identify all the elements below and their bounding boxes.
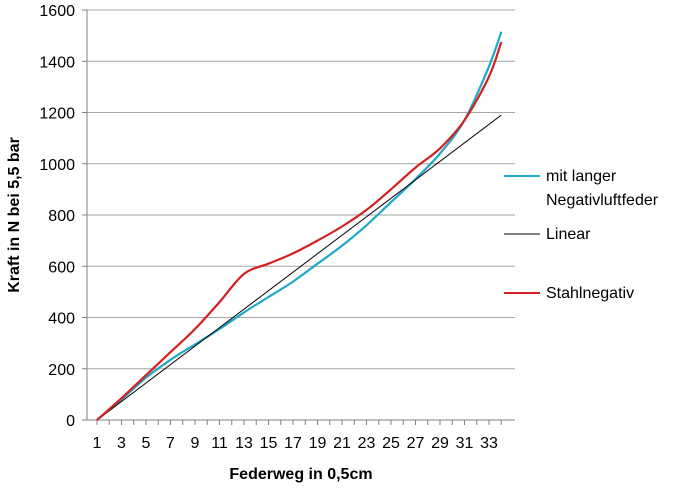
series-lines bbox=[96, 31, 503, 421]
y-tick-label-1600: 1600 bbox=[39, 3, 75, 20]
y-tick-label-800: 800 bbox=[48, 208, 75, 225]
x-tick-label-1: 1 bbox=[93, 435, 102, 452]
x-tick-label-15: 15 bbox=[260, 435, 278, 452]
x-tick-label-25: 25 bbox=[382, 435, 400, 452]
legend-item-stahlnegativ: Stahlnegativ bbox=[504, 285, 634, 302]
legend-label-mit-langer-negativluftfeder: mit langer Negativluftfeder bbox=[546, 168, 659, 209]
y-tick-label-200: 200 bbox=[48, 362, 75, 379]
y-tick-label-400: 400 bbox=[48, 311, 75, 328]
x-axis-title: Federweg in 0,5cm bbox=[229, 466, 372, 483]
legend-label-stahlnegativ: Stahlnegativ bbox=[546, 285, 634, 302]
axes bbox=[86, 10, 515, 425]
x-tick-label-27: 27 bbox=[407, 435, 425, 452]
x-tick-label-21: 21 bbox=[333, 435, 351, 452]
x-tick-label-11: 11 bbox=[211, 435, 228, 452]
x-tick-labels: 1 3 5 7 9 11 13 15 17 19 21 23 25 27 29 31 33 bbox=[93, 435, 498, 452]
x-tick-label-17: 17 bbox=[284, 435, 302, 452]
series-line-linear bbox=[96, 114, 502, 421]
x-tick-label-23: 23 bbox=[358, 435, 376, 452]
legend-item-linear: Linear bbox=[504, 226, 591, 243]
y-tick-labels: 0 200 400 600 800 1000 1200 1400 1600 bbox=[39, 3, 75, 430]
series-line-mit-langer-negativluftfeder bbox=[96, 31, 503, 421]
x-tick-label-9: 9 bbox=[191, 435, 200, 452]
y-tick-label-0: 0 bbox=[66, 413, 75, 430]
gridlines bbox=[82, 9, 515, 421]
y-tick-label-1200: 1200 bbox=[39, 106, 75, 123]
y-axis-title: Kraft in N bei 5,5 bar bbox=[6, 137, 23, 293]
legend-item-mit-langer-negativluftfeder: mit langer Negativluftfeder bbox=[504, 168, 659, 209]
x-tick-label-7: 7 bbox=[166, 435, 175, 452]
x-tick-label-13: 13 bbox=[235, 435, 253, 452]
x-tick-label-31: 31 bbox=[456, 435, 474, 452]
series-line-stahlnegativ bbox=[96, 41, 503, 421]
x-tick-label-33: 33 bbox=[480, 435, 498, 452]
x-tick-label-3: 3 bbox=[117, 435, 126, 452]
legend: mit langer Negativluftfeder Linear Stahl… bbox=[504, 168, 659, 302]
y-tick-label-600: 600 bbox=[48, 259, 75, 276]
y-tick-label-1400: 1400 bbox=[39, 54, 75, 71]
x-tick-label-19: 19 bbox=[309, 435, 327, 452]
legend-label-linear: Linear bbox=[546, 226, 591, 243]
y-tick-label-1000: 1000 bbox=[39, 157, 75, 174]
x-tick-label-5: 5 bbox=[142, 435, 151, 452]
x-tick-label-29: 29 bbox=[431, 435, 449, 452]
